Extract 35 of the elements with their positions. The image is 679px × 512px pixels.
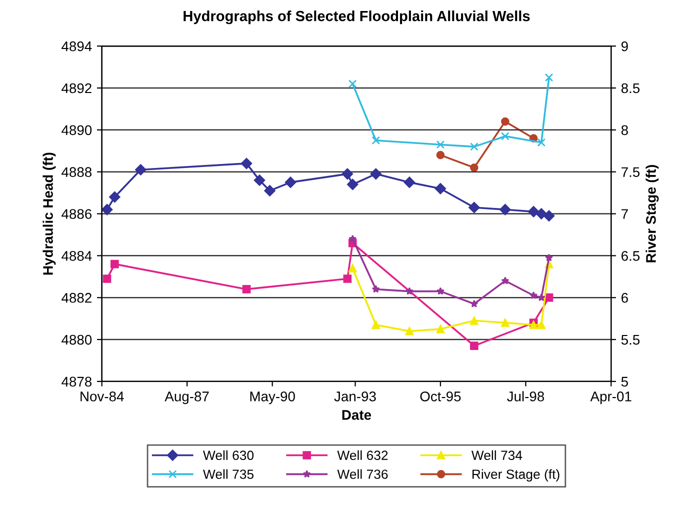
y2-axis-title: River Stage (ft) (646, 165, 659, 262)
x-tick-label: Jan-93 (334, 392, 376, 402)
legend-label: Well 736 (337, 469, 388, 479)
y2-tick-label: 6 (622, 292, 628, 303)
y2-tick-label: 6.5 (622, 251, 640, 261)
y2-tick-label: 5.5 (621, 334, 640, 345)
legend-label: Well 734 (471, 450, 522, 460)
y2-tick-label: 8 (621, 125, 628, 136)
y-tick-label: 4892 (62, 83, 92, 94)
x-tick-label: Oct-95 (420, 392, 461, 402)
y-tick-label: 4894 (62, 41, 92, 52)
x-axis-title: Date (342, 410, 372, 420)
y-tick-label: 4890 (62, 125, 92, 136)
x-tick-label: Apr-01 (590, 392, 632, 404)
y-tick-label: 4884 (62, 251, 92, 261)
x-tick-label: Jul-98 (507, 391, 544, 402)
legend-label: Well 630 (203, 450, 254, 460)
y-tick-label: 4882 (62, 292, 92, 303)
y-axis-title: Hydraulic Head (ft) (42, 152, 56, 275)
legend-label: River Stage (ft) (472, 469, 560, 482)
y-tick-label: 4886 (62, 209, 92, 219)
y2-tick-label: 5 (621, 376, 628, 387)
y-tick-label: 4878 (62, 376, 92, 387)
y-tick-label: 4888 (62, 167, 92, 178)
y2-tick-label: 8.5 (621, 83, 640, 94)
y2-tick-label: 7.5 (622, 167, 640, 178)
y-tick-label: 4880 (62, 334, 92, 345)
y2-tick-label: 9 (621, 41, 628, 52)
x-tick-label: Nov-84 (80, 392, 124, 402)
x-tick-label: Aug-87 (164, 392, 209, 404)
legend-label: Well 632 (337, 450, 388, 460)
y2-tick-label: 7 (622, 209, 628, 219)
legend-label: Well 735 (203, 469, 254, 479)
chart-title: Hydrographs of Selected Floodplain Alluvial Wells (184, 10, 530, 24)
x-tick-label: May-90 (250, 392, 295, 404)
